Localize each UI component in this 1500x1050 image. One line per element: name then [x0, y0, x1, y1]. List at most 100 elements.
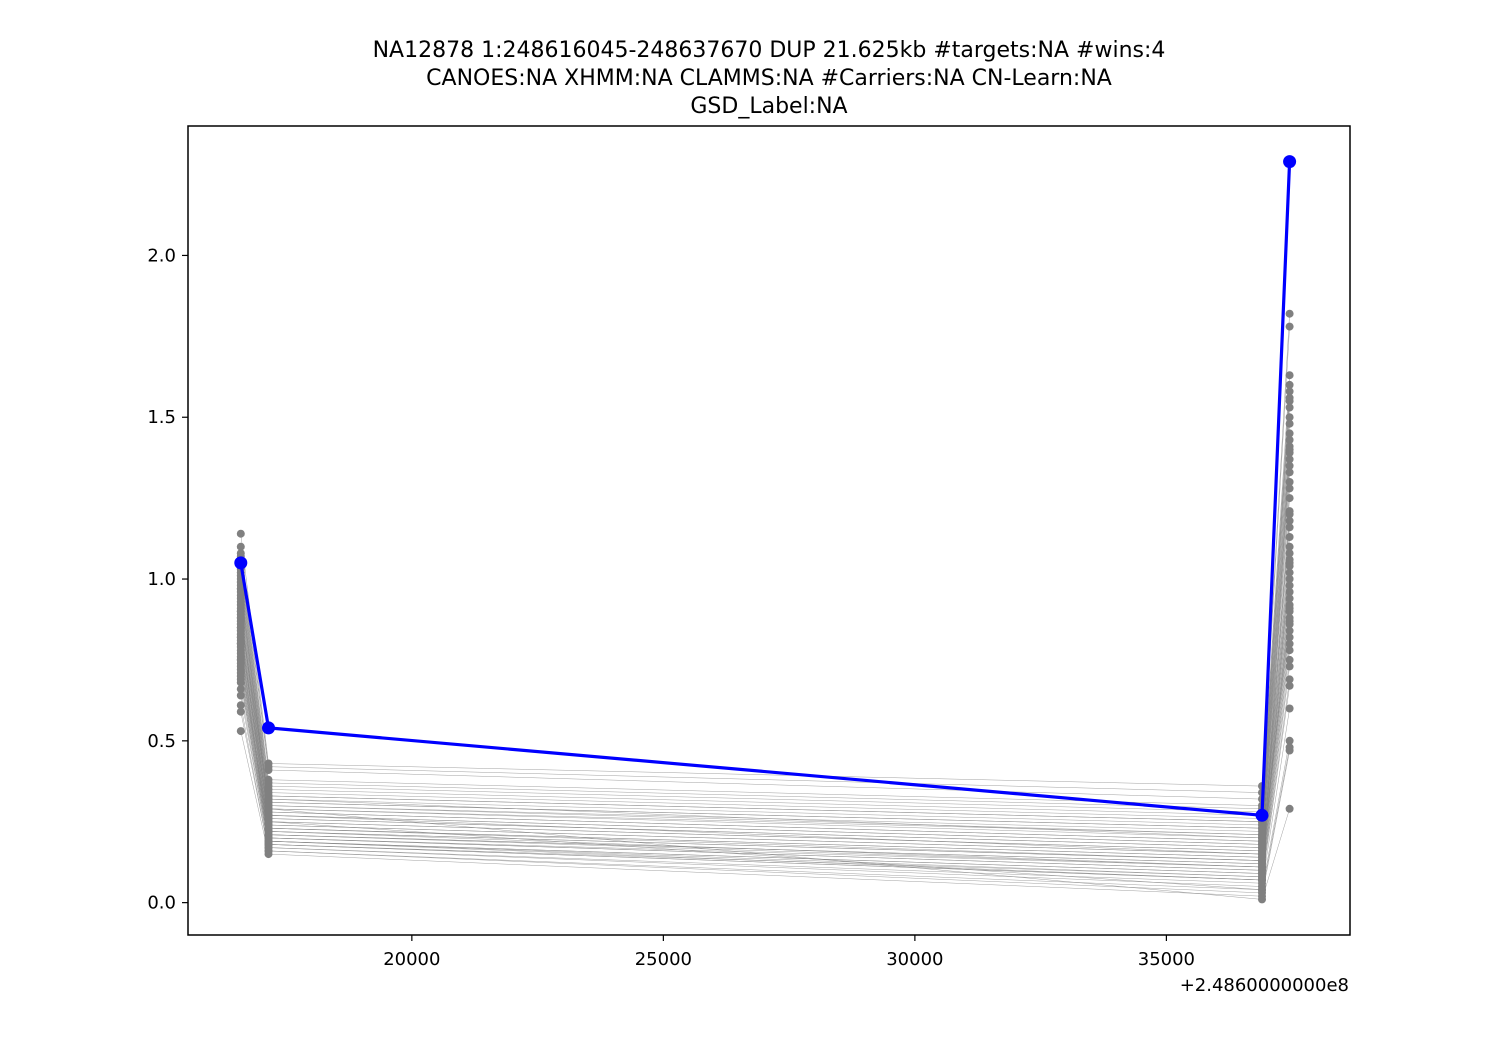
background-point-1-3	[1285, 322, 1294, 331]
background-series-line-54	[240, 621, 1290, 855]
x-tick-label-3: 35000	[1138, 949, 1195, 970]
background-series-line-7	[240, 407, 1290, 819]
background-point-29-3	[1285, 581, 1294, 590]
background-series-line-50	[240, 514, 1290, 868]
axes-frame	[187, 125, 1351, 936]
background-point-14-3	[1285, 455, 1294, 464]
background-series-line-6	[240, 401, 1290, 816]
background-series-line-9	[240, 423, 1290, 822]
background-point-45-0	[236, 701, 245, 710]
background-series-line-2	[240, 375, 1290, 800]
background-point-20-3	[1285, 516, 1294, 525]
background-series-line-48	[240, 588, 1290, 900]
background-point-27-3	[1285, 568, 1294, 577]
background-point-9-3	[1285, 419, 1294, 428]
background-point-10-3	[1285, 429, 1294, 438]
background-point-8-3	[1285, 413, 1294, 422]
background-point-3-3	[1285, 380, 1294, 389]
background-point-36-3	[1285, 626, 1294, 635]
background-point-0-3	[1285, 309, 1294, 318]
background-point-49-2	[1258, 885, 1266, 894]
background-point-54-1	[264, 811, 273, 820]
background-point-44-3	[1285, 704, 1294, 713]
highlight-series-line	[239, 161, 1292, 818]
chart-title-line-1: NA12878 1:248616045-248637670 DUP 21.625…	[373, 38, 1166, 63]
background-point-0-0	[236, 529, 245, 538]
background-point-6-3	[1285, 397, 1294, 406]
background-point-54-2	[1258, 850, 1266, 859]
background-point-21-3	[1285, 523, 1294, 532]
background-series-line-30	[240, 591, 1290, 861]
background-series-line-24	[240, 553, 1290, 852]
background-point-28-3	[1285, 575, 1294, 583]
background-point-53-1	[264, 795, 273, 804]
x-tick-label-0: 20000	[383, 949, 440, 970]
background-point-30-3	[1285, 588, 1294, 596]
background-point-47-1	[264, 850, 273, 859]
background-point-51-1	[264, 837, 273, 846]
axis-ticks: 20000 25000 30000 35000 0.0 0.5 1.0 1.5 2.0	[147, 245, 1195, 970]
background-series-line-16	[240, 472, 1290, 839]
background-point-45-3	[1285, 736, 1294, 745]
background-point-42-3	[1285, 675, 1294, 684]
background-point-47-3	[1285, 746, 1294, 755]
chart-title-line-3: GSD_Label:NA	[690, 94, 847, 119]
background-point-46-0	[236, 707, 245, 716]
background-point-11-3	[1285, 435, 1294, 444]
background-point-52-3	[1285, 604, 1294, 613]
background-point-50-0	[236, 623, 245, 632]
background-series-line-1	[240, 326, 1290, 793]
background-point-52-2	[1258, 856, 1266, 865]
background-point-42-0	[236, 678, 245, 687]
background-point-24-3	[1285, 549, 1294, 558]
background-series-line-52	[240, 608, 1290, 861]
background-point-31-3	[1285, 594, 1294, 603]
background-point-53-3	[1285, 478, 1294, 486]
background-point-7-3	[1285, 403, 1294, 412]
background-point-47-0	[236, 727, 245, 736]
background-point-37-3	[1285, 633, 1294, 642]
background-series-line-42	[240, 679, 1290, 881]
background-point-51-3	[1285, 558, 1294, 567]
highlight-point-3	[1283, 155, 1297, 169]
background-point-40-3	[1285, 655, 1294, 664]
background-series-line-38	[240, 643, 1290, 874]
background-point-49-1	[264, 817, 273, 826]
background-series-line-46	[240, 711, 1290, 894]
background-series-line-12	[240, 446, 1290, 829]
x-tick-label-1: 25000	[635, 949, 692, 970]
y-tick-label-3: 1.5	[147, 407, 176, 428]
background-series-line-45	[240, 705, 1290, 890]
x-tick-label-2: 30000	[886, 949, 943, 970]
background-point-4-3	[1285, 387, 1294, 396]
background-point-44-0	[236, 691, 245, 700]
background-point-16-3	[1285, 468, 1294, 477]
background-series-line-43	[240, 685, 1290, 884]
background-point-22-3	[1285, 533, 1294, 541]
y-tick-label-2: 1.0	[147, 569, 176, 590]
background-point-51-0	[236, 639, 245, 648]
background-point-48-3	[1285, 804, 1294, 813]
background-series-line-28	[240, 578, 1290, 858]
background-series-line-10	[240, 433, 1290, 826]
background-point-51-2	[1258, 876, 1266, 884]
background-point-2-1	[264, 766, 273, 774]
background-point-48-0	[236, 584, 245, 593]
background-series-line-20	[240, 520, 1290, 845]
background-series-line-44	[240, 695, 1290, 887]
background-point-17-3	[1285, 484, 1294, 493]
background-point-48-2	[1258, 895, 1266, 904]
highlight-point-1	[262, 721, 275, 735]
background-point-52-0	[236, 655, 245, 664]
background-point-54-3	[1285, 617, 1294, 626]
background-point-49-3	[1285, 445, 1294, 454]
y-tick-label-0: 0.0	[147, 893, 176, 914]
background-series-line-53	[240, 481, 1290, 839]
background-series-line-51	[240, 562, 1290, 881]
background-point-23-3	[1285, 542, 1294, 551]
background-point-48-1	[264, 804, 273, 813]
background-series-line-4	[240, 391, 1290, 810]
background-series-line-49	[240, 449, 1290, 890]
